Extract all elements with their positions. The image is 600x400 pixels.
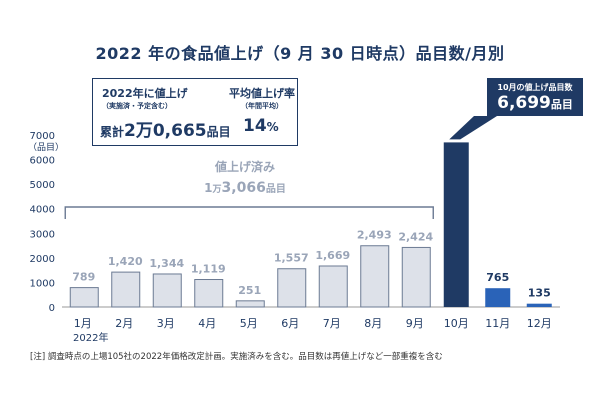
annual-total-prefix: 累計	[100, 125, 125, 139]
y-tick-label: 1000	[30, 278, 55, 289]
chart-title: 2022 年の食品値上げ（9 月 30 日時点）品目数/月別	[95, 44, 505, 63]
avg-rate: 14%	[243, 116, 279, 136]
annual-total: 累計2万0,665品目	[100, 116, 231, 141]
value-label: 135	[528, 287, 551, 300]
value-label: 1,669	[315, 249, 350, 262]
value-label: 789	[72, 271, 95, 284]
value-label: 1,557	[274, 252, 309, 265]
bar-12月	[526, 303, 552, 307]
october-callout-unit: 品目	[550, 98, 573, 111]
avg-rate-sublabel: （年間平均）	[241, 102, 283, 110]
october-callout-box: 10月の値上げ品目数 6,699品目	[487, 78, 583, 116]
done-bracket-total: 1万3,066品目	[204, 180, 286, 196]
x-tick-label: 7月	[323, 317, 341, 330]
x-tick-label: 10月	[444, 317, 469, 330]
value-label: 2,424	[398, 230, 433, 243]
x-tick-label: 3月	[157, 317, 175, 330]
annual-total-unit: 品目	[206, 125, 231, 139]
done-bracket-unit: 品目	[266, 183, 286, 195]
x-axis: 1月 2月 3月 4月 5月 6月 7月 8月 9月 10月 11月 12月	[74, 317, 552, 330]
year-label: 2022年	[73, 331, 108, 344]
y-tick-label: 6000	[30, 156, 55, 167]
y-tick-label: 5000	[30, 180, 55, 191]
bar-10月	[443, 142, 469, 307]
value-label: 765	[486, 271, 509, 284]
x-tick-label: 1月	[74, 317, 92, 330]
value-label: 1,119	[191, 263, 226, 276]
bars	[69, 142, 552, 308]
done-bracket-line	[64, 206, 434, 219]
bar-5月	[235, 300, 265, 308]
value-label: 251	[238, 284, 261, 297]
y-tick-label: 2000	[30, 254, 55, 265]
bar-7月	[318, 265, 348, 308]
y-tick-label: 4000	[30, 205, 55, 216]
october-callout-pointer	[449, 98, 497, 140]
bar-11月	[485, 288, 511, 307]
value-labels: 789 1,420 1,344 1,119 251 1,557 1,669 2,493 2,42…	[72, 229, 550, 300]
x-tick-label: 2月	[115, 317, 133, 330]
x-tick-label: 4月	[198, 317, 216, 330]
done-bracket: 値上げ済み 1万3,066品目	[64, 159, 434, 219]
october-callout-label: 10月の値上げ品目数	[497, 83, 573, 92]
x-tick-label: 9月	[406, 317, 424, 330]
y-tick-label: 7000	[30, 131, 55, 142]
avg-rate-value: 14	[243, 116, 267, 136]
annual-total-value: 2万0,665	[124, 121, 207, 141]
y-axis-unit-label: （品目）	[28, 142, 64, 153]
done-bracket-label: 値上げ済み	[214, 159, 275, 174]
bar-2月	[111, 271, 141, 308]
done-bracket-total-man: 万	[212, 184, 222, 195]
avg-rate-label: 平均値上げ率	[229, 87, 295, 100]
avg-rate-unit: %	[266, 120, 279, 134]
bar-8月	[360, 245, 390, 308]
x-tick-label: 6月	[281, 317, 299, 330]
bar-9月	[401, 246, 431, 308]
bar-3月	[152, 273, 182, 308]
x-tick-label: 8月	[364, 317, 382, 330]
done-bracket-total-prefix: 1	[204, 181, 212, 195]
y-tick-label: 0	[49, 303, 55, 314]
done-bracket-total-rest: 3,066	[222, 180, 266, 196]
footnote: [注] 調査時点の上場105社の2022年価格改定計画。実施済みを含む。品目数は…	[30, 352, 443, 362]
x-tick-label: 11月	[485, 317, 510, 330]
october-callout-value: 6,699	[497, 93, 551, 113]
y-axis: 0 1000 2000 3000 4000 5000 6000 7000	[30, 131, 55, 314]
value-label: 1,420	[108, 255, 143, 268]
summary-box: 2022年に値上げ （実施済・予定含む） 累計2万0,665品目 平均値上げ率 …	[92, 78, 298, 146]
value-label: 1,344	[149, 257, 184, 270]
y-tick-label: 3000	[30, 229, 55, 240]
annual-label: 2022年に値上げ	[102, 87, 188, 100]
bar-1月	[69, 287, 99, 308]
x-tick-label: 12月	[527, 317, 552, 330]
october-callout-count: 6,699品目	[487, 93, 583, 113]
x-tick-label: 5月	[240, 317, 258, 330]
value-label: 2,493	[357, 229, 392, 242]
bar-4月	[194, 279, 224, 308]
bar-6月	[277, 268, 307, 308]
annual-sublabel: （実施済・予定含む）	[102, 102, 172, 110]
